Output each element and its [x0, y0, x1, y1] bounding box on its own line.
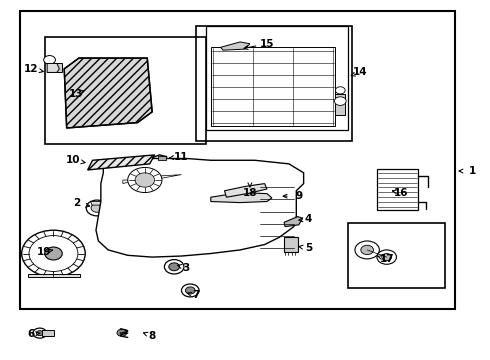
Circle shape: [164, 260, 184, 274]
Bar: [211, 47, 335, 126]
Polygon shape: [211, 193, 272, 203]
Polygon shape: [88, 155, 155, 170]
Circle shape: [382, 253, 392, 261]
Bar: [45, 37, 206, 144]
Polygon shape: [64, 58, 152, 128]
Text: 14: 14: [352, 67, 367, 77]
Text: 9: 9: [295, 191, 302, 201]
Bar: [347, 223, 445, 288]
Text: 15: 15: [260, 39, 274, 49]
Text: 16: 16: [394, 188, 409, 198]
Circle shape: [36, 330, 43, 336]
Text: 11: 11: [174, 152, 189, 162]
Text: 7: 7: [193, 291, 200, 301]
Text: 8: 8: [148, 331, 156, 341]
Text: 5: 5: [305, 243, 312, 253]
Polygon shape: [224, 184, 267, 197]
Circle shape: [361, 245, 373, 255]
Text: 4: 4: [305, 215, 312, 224]
Circle shape: [91, 204, 103, 212]
Bar: [42, 329, 54, 336]
Text: 19: 19: [36, 247, 51, 257]
Text: 2: 2: [73, 198, 80, 208]
Circle shape: [169, 263, 179, 271]
Circle shape: [355, 241, 379, 259]
Circle shape: [86, 200, 108, 216]
Polygon shape: [123, 175, 181, 184]
Text: 17: 17: [379, 254, 394, 264]
Circle shape: [22, 230, 85, 277]
Circle shape: [29, 235, 78, 271]
Circle shape: [33, 328, 47, 338]
Bar: [284, 237, 298, 252]
Bar: [335, 94, 345, 116]
Text: 10: 10: [66, 155, 80, 165]
Text: 13: 13: [69, 89, 84, 99]
Circle shape: [335, 87, 345, 94]
Bar: [20, 12, 455, 309]
Circle shape: [135, 173, 155, 187]
Polygon shape: [158, 156, 166, 160]
Polygon shape: [284, 217, 303, 226]
Text: 3: 3: [183, 263, 190, 273]
Polygon shape: [27, 274, 80, 277]
Circle shape: [45, 247, 62, 260]
Circle shape: [44, 55, 55, 64]
Text: 12: 12: [24, 64, 38, 74]
Polygon shape: [96, 158, 304, 257]
Circle shape: [334, 97, 346, 105]
Bar: [47, 63, 62, 72]
Text: 1: 1: [468, 166, 476, 176]
Circle shape: [181, 284, 199, 297]
Circle shape: [185, 287, 195, 294]
Polygon shape: [47, 63, 59, 72]
Text: 6: 6: [27, 329, 35, 339]
Circle shape: [117, 329, 127, 336]
Bar: [196, 26, 352, 140]
Circle shape: [128, 167, 162, 193]
Polygon shape: [220, 42, 250, 50]
Polygon shape: [91, 202, 103, 205]
Text: 18: 18: [243, 188, 257, 198]
Bar: [206, 26, 347, 130]
Bar: [377, 169, 418, 211]
Circle shape: [377, 250, 396, 264]
